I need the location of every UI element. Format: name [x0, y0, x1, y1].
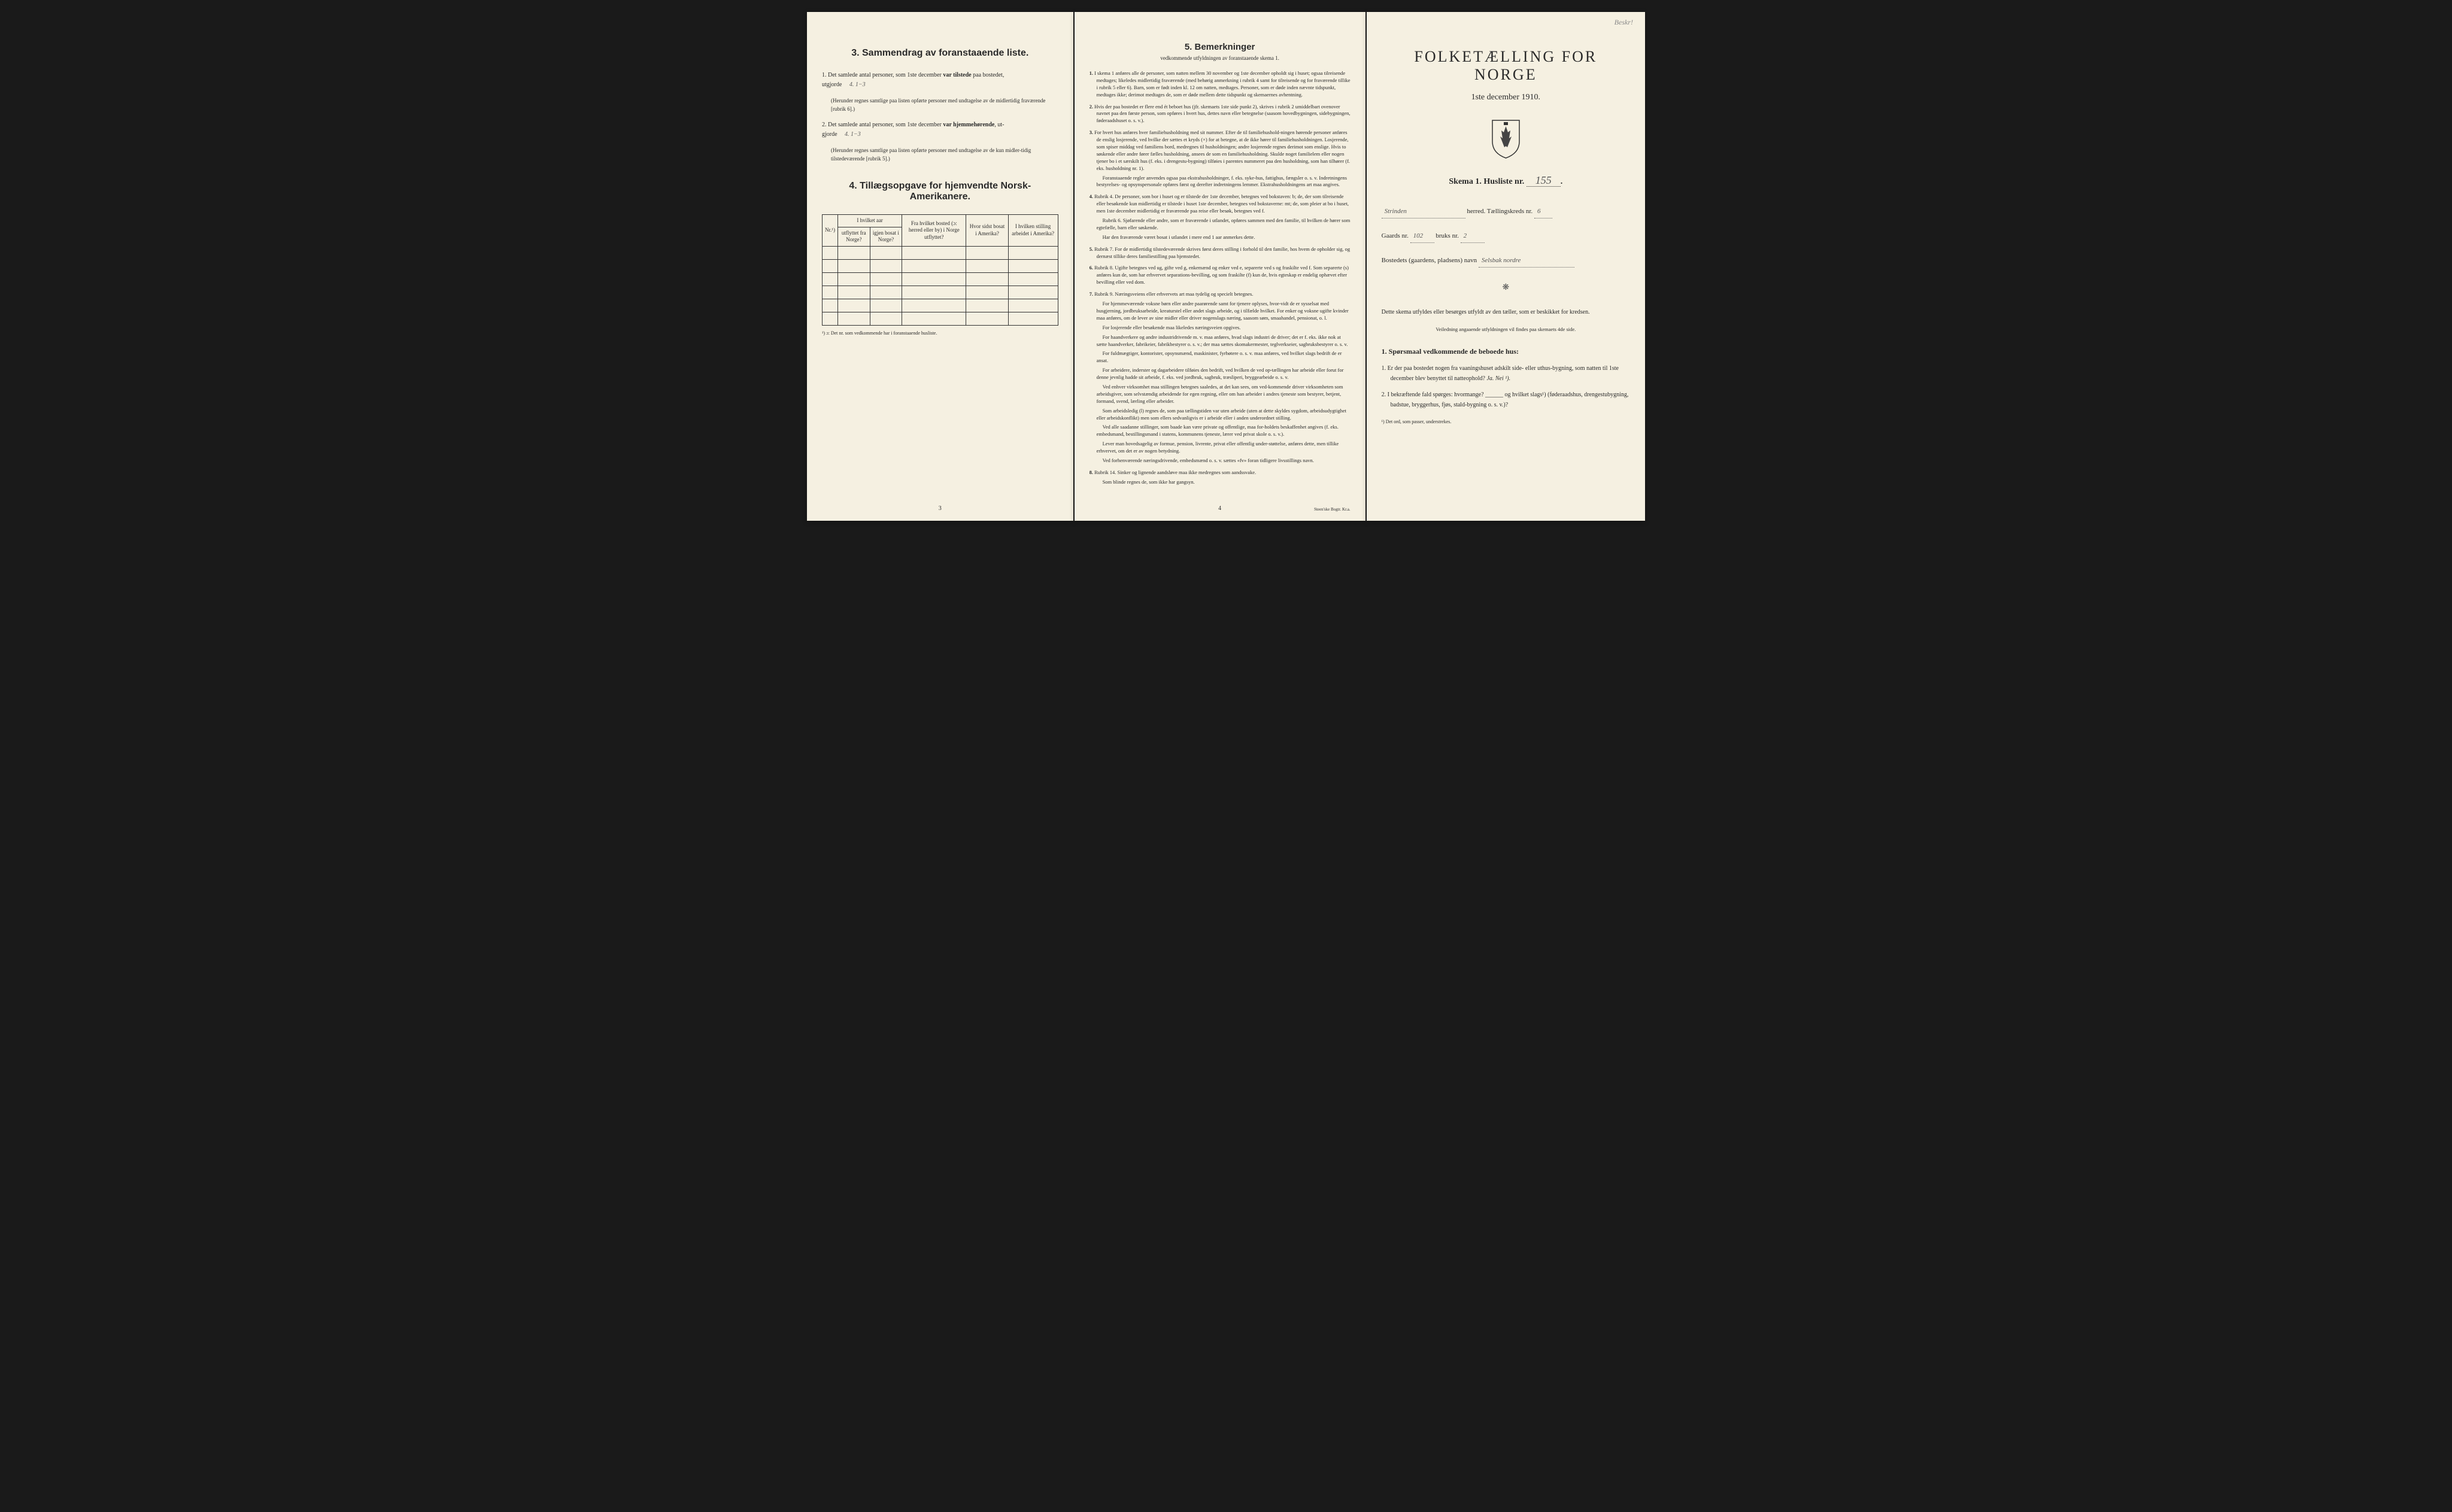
table-row [823, 247, 1058, 260]
col-stilling: I hvilken stilling arbeidet i Amerika? [1008, 215, 1058, 247]
remark-item: 4. Rubrik 4. De personer, som bor i huse… [1090, 193, 1351, 241]
item-2: 2. Det samlede antal personer, som 1ste … [822, 120, 1058, 139]
gaards-line: Gaards nr. 102 bruks nr. 2 [1382, 229, 1630, 243]
remark-item: 1. I skema 1 anføres alle de personer, s… [1090, 70, 1351, 99]
bosted-name: Selsbak nordre [1479, 254, 1574, 268]
husliste-number: 155 [1527, 174, 1561, 187]
question-heading: 1. Spørsmaal vedkommende de beboede hus: [1382, 347, 1630, 356]
section-4-title: 4. Tillægsopgave for hjemvendte Norsk-Am… [822, 181, 1058, 202]
remark-item: 7. Rubrik 9. Næringsveiens eller erhverv… [1090, 291, 1351, 464]
right-footnote: ¹) Det ord, som passer, understrekes. [1382, 419, 1630, 424]
table-row [823, 299, 1058, 312]
table-row [823, 312, 1058, 326]
col-amerika: Hvor sidst bosat i Amerika? [966, 215, 1008, 247]
item2-handwritten-value: 4. 1−3 [845, 131, 861, 138]
corner-note: Beskr! [1615, 18, 1633, 27]
col-nr: Nr.¹) [823, 215, 838, 247]
remark-item: 3. For hvert hus anføres hver familiehus… [1090, 129, 1351, 189]
col-bosat: igjen bosat i Norge? [870, 227, 902, 246]
remark-item: 8. Rubrik 14. Sinker og lignende aandslø… [1090, 469, 1351, 486]
remarks-list: 1. I skema 1 anføres alle de personer, s… [1090, 70, 1351, 486]
tillaegs-table: Nr.¹) I hvilket aar Fra hvilket bosted (… [822, 214, 1058, 326]
remark-item: 6. Rubrik 8. Ugifte betegnes ved ug, gif… [1090, 265, 1351, 286]
main-title: FOLKETÆLLING FOR NORGE [1382, 48, 1630, 84]
col-bosted: Fra hvilket bosted (ɔ: herred eller by) … [902, 215, 966, 247]
gaards-nr: 102 [1410, 229, 1434, 243]
instruction-main: Dette skema utfyldes eller besørges utfy… [1382, 308, 1630, 317]
printer-mark: Steen'ske Bogtr. Kr.a. [1314, 507, 1351, 512]
page-number-3: 3 [939, 505, 942, 512]
section-5-subtitle: vedkommende utfyldningen av foranstaaend… [1090, 55, 1351, 61]
section-3-title: 3. Sammendrag av foranstaaende liste. [822, 48, 1058, 59]
divider-ornament: ❋ [1382, 283, 1630, 293]
page-4: 5. Bemerkninger vedkommende utfyldningen… [1075, 12, 1365, 521]
col-aar-group: I hvilket aar [837, 215, 902, 227]
item1-note: (Herunder regnes samtlige paa listen opf… [831, 97, 1058, 113]
bruks-nr: 2 [1461, 229, 1485, 243]
item1-handwritten-value: 4. 1−3 [849, 81, 866, 88]
bosted-line: Bostedets (gaardens, pladsens) navn Sels… [1382, 254, 1630, 268]
item-1: 1. Det samlede antal personer, som 1ste … [822, 71, 1058, 90]
question-1: 1. Er der paa bostedet nogen fra vaaning… [1391, 363, 1630, 384]
page-number-4: 4 [1218, 505, 1221, 512]
col-utflyttet: utflyttet fra Norge? [837, 227, 870, 246]
q1-answers: Ja. Nei ¹). [1486, 375, 1510, 382]
table-row [823, 286, 1058, 299]
herred-line: Strinden herred. Tællingskreds nr. 6 [1382, 205, 1630, 218]
remark-item: 2. Hvis der paa bostedet er flere end ét… [1090, 104, 1351, 125]
date-line: 1ste december 1910. [1382, 93, 1630, 102]
section-5-title: 5. Bemerkninger [1090, 42, 1351, 52]
page-1-cover: Beskr! FOLKETÆLLING FOR NORGE 1ste decem… [1367, 12, 1645, 521]
coat-of-arms-icon [1382, 117, 1630, 162]
question-section: 1. Spørsmaal vedkommende de beboede hus:… [1382, 347, 1630, 410]
page-3: 3. Sammendrag av foranstaaende liste. 1.… [807, 12, 1073, 521]
table-footnote: ¹) ɔ: Det nr. som vedkommende har i fora… [822, 330, 1058, 336]
herred-name: Strinden [1382, 205, 1465, 218]
table-row [823, 273, 1058, 286]
document-container: 3. Sammendrag av foranstaaende liste. 1.… [807, 12, 1645, 521]
skema-line: Skema 1. Husliste nr. 155. [1382, 174, 1630, 187]
kreds-number: 6 [1534, 205, 1552, 218]
instruction-small: Veiledning angaaende utfyldningen vil fi… [1382, 326, 1630, 332]
item2-note: (Herunder regnes samtlige paa listen opf… [831, 147, 1058, 163]
remark-item: 5. Rubrik 7. For de midlertidig tilstede… [1090, 246, 1351, 260]
question-2: 2. I bekræftende fald spørges: hvormange… [1391, 390, 1630, 410]
table-row [823, 260, 1058, 273]
